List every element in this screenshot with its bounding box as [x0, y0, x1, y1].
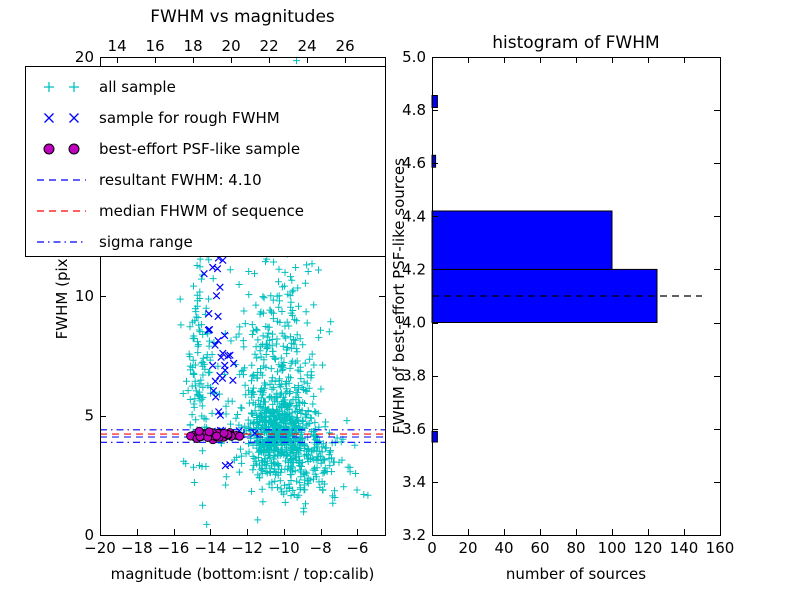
tick-label: 26 — [336, 37, 355, 55]
right-plot-xlabel: number of sources — [505, 565, 647, 583]
tick-label: 100 — [598, 539, 627, 557]
tick-label: 20 — [458, 539, 477, 557]
tick-label: 3.2 — [402, 526, 426, 544]
tick-label: 24 — [298, 37, 317, 55]
tick-label: 14 — [108, 37, 127, 55]
legend-label: median FHWM of sequence — [99, 201, 304, 220]
legend-label: sample for rough FWHM — [99, 108, 280, 127]
tick-label: 4.8 — [402, 101, 426, 119]
legend-label: best-effort PSF-like sample — [99, 139, 301, 158]
tick-label: 3.6 — [402, 420, 426, 438]
tick-label: 80 — [566, 539, 585, 557]
tick-label: 10 — [75, 287, 94, 305]
legend-item-all-sample: all sample — [34, 71, 385, 102]
right-plot-x-ticks: 0 20 40 60 80 100 120 140 160 — [427, 57, 734, 557]
tick-label: 40 — [494, 539, 513, 557]
left-plot-y-ticks: 05101520 — [75, 48, 385, 544]
tick-label: 22 — [260, 37, 279, 55]
right-plot-ylabel: FWHM of best-effort PSF-like sources — [390, 158, 408, 434]
legend: all sample sample for rough FWHM best-effo… — [25, 66, 386, 257]
x-marker-icon — [44, 112, 79, 123]
left-plot-ylabel: FWHM (pix) — [53, 252, 71, 340]
circle-marker — [204, 427, 214, 437]
left-plot-reference-lines — [100, 429, 385, 443]
tick-label: 3.4 — [402, 473, 426, 491]
legend-item-median-fhwm-of-sequence: median FHWM of sequence — [34, 195, 385, 226]
right-plot-title: histogram of FWHM — [492, 33, 660, 53]
tick-label: 4.6 — [402, 154, 426, 172]
plus-marker-icon — [44, 81, 79, 92]
tick-label: 20 — [75, 48, 94, 66]
left-plot-top-ticks: 14 16 18 20 22 24 26 — [108, 37, 355, 63]
tick-label: −10 — [268, 539, 300, 557]
left-plot-xlabel: magnitude (bottom:isnt / top:calib) — [110, 565, 375, 583]
tick-label: 60 — [530, 539, 549, 557]
tick-label: 160 — [706, 539, 735, 557]
legend-item-sigma-range: sigma range — [34, 226, 385, 257]
left-plot-title: FWHM vs magnitudes — [150, 7, 335, 27]
legend-item-best-effort-psf-like-sample: best-effort PSF-like sample — [34, 133, 385, 164]
legend-label: resultant FWHM: 4.10 — [99, 170, 262, 189]
legend-label: all sample — [99, 77, 176, 96]
right-plot-y-ticks: 3.2 3.4 3.6 3.8 4.0 4.2 4.4 4.6 4.8 5.0 — [402, 48, 720, 544]
tick-label: −18 — [121, 539, 153, 557]
tick-label: 0 — [427, 539, 437, 557]
histogram-bars — [431, 95, 658, 443]
tick-label: 3.8 — [402, 367, 426, 385]
all-sample-points — [176, 57, 372, 528]
tick-label: −20 — [84, 539, 116, 557]
tick-label: −12 — [231, 539, 263, 557]
histogram-bar — [431, 210, 613, 270]
legend-item-sample-for-rough-fwhm: sample for rough FWHM — [34, 102, 385, 133]
dashed-line-marker-icon — [37, 178, 86, 181]
circle-marker — [212, 431, 222, 441]
tick-label: 5.0 — [402, 48, 426, 66]
circle-marker-icon — [43, 143, 80, 154]
tick-label: −14 — [194, 539, 226, 557]
plus-markers — [176, 57, 372, 528]
left-plot-x-ticks: −20 −18 −16 −14 −12 −10 −8 −6 — [84, 529, 368, 557]
tick-label: 5 — [84, 407, 94, 425]
tick-label: 4.4 — [402, 207, 426, 225]
tick-label: −8 — [310, 539, 332, 557]
tick-label: −16 — [158, 539, 190, 557]
dashed-line-marker-icon — [37, 209, 86, 212]
legend-item-resultant-fwhm-4-10: resultant FWHM: 4.10 — [34, 164, 385, 195]
tick-label: 18 — [184, 37, 203, 55]
circle-marker — [235, 431, 245, 441]
tick-label: 16 — [146, 37, 165, 55]
circle-marker — [219, 428, 229, 438]
tick-label: 20 — [222, 37, 241, 55]
tick-label: −6 — [346, 539, 368, 557]
tick-label: 120 — [634, 539, 663, 557]
tick-label: 140 — [670, 539, 699, 557]
legend-label: sigma range — [99, 232, 193, 251]
tick-label: 0 — [84, 526, 94, 544]
tick-label: 4.0 — [402, 314, 426, 332]
dashdot-line-marker-icon — [37, 240, 86, 243]
tick-label: 4.2 — [402, 260, 426, 278]
best-effort-psf-like-sample-points — [186, 426, 245, 445]
circle-marker — [194, 426, 204, 436]
